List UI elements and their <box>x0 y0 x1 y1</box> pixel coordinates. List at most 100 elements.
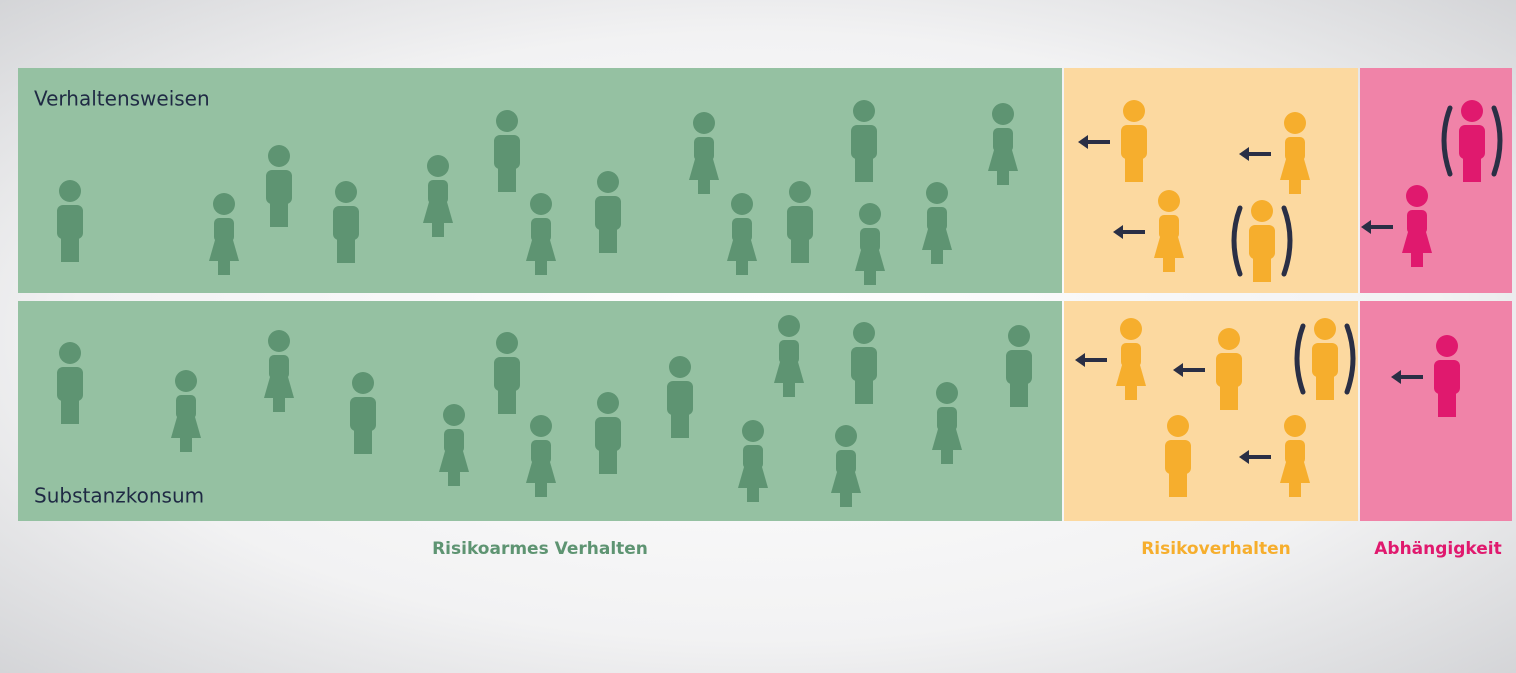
skirt <box>526 240 556 261</box>
legs <box>736 259 748 275</box>
woman-icon <box>831 425 861 507</box>
head <box>1284 415 1306 437</box>
skirt <box>932 429 962 450</box>
head <box>992 103 1014 125</box>
body <box>1159 215 1179 239</box>
head <box>496 332 518 354</box>
bracket <box>1344 323 1356 395</box>
man-icon <box>333 181 359 263</box>
woman-icon <box>1280 415 1310 497</box>
body <box>667 381 693 415</box>
arrow-head <box>1239 147 1249 161</box>
legs <box>1169 470 1187 497</box>
man-icon <box>57 342 83 424</box>
legs <box>432 221 444 237</box>
head <box>427 155 449 177</box>
man-icon <box>494 332 520 414</box>
skirt <box>1116 365 1146 386</box>
body <box>531 440 551 464</box>
arrow-head <box>1361 220 1371 234</box>
woman-icon <box>727 193 757 275</box>
legs <box>1289 481 1301 497</box>
woman-icon <box>1280 112 1310 194</box>
legs <box>931 248 943 264</box>
legs <box>498 165 516 192</box>
legs <box>1463 155 1481 182</box>
legs <box>791 236 809 263</box>
legs <box>747 486 759 502</box>
body <box>1285 137 1305 161</box>
body <box>927 207 947 231</box>
body <box>595 196 621 230</box>
legs <box>218 259 230 275</box>
head <box>1251 200 1273 222</box>
head <box>742 420 764 442</box>
head <box>1167 415 1189 437</box>
man-icon <box>787 181 813 263</box>
man-icon <box>1434 335 1460 417</box>
head <box>1406 185 1428 207</box>
head <box>530 193 552 215</box>
woman-icon <box>932 382 962 464</box>
head <box>268 145 290 167</box>
body <box>266 170 292 204</box>
legs <box>855 155 873 182</box>
skirt <box>1402 232 1432 253</box>
legs <box>941 448 953 464</box>
legs <box>1316 373 1334 400</box>
legs <box>354 427 372 454</box>
skirt <box>988 150 1018 171</box>
head <box>1158 190 1180 212</box>
bracket <box>1281 205 1293 277</box>
man-icon <box>1312 318 1338 400</box>
head <box>1218 328 1240 350</box>
column-label: Risikoverhalten <box>1141 539 1291 559</box>
arrow-head <box>1239 450 1249 464</box>
man-icon <box>667 356 693 438</box>
woman-icon <box>1402 185 1432 267</box>
skirt <box>264 377 294 398</box>
arrow-head <box>1078 135 1088 149</box>
body <box>1121 343 1141 367</box>
head <box>1314 318 1336 340</box>
body <box>57 205 83 239</box>
legs <box>1289 178 1301 194</box>
head <box>853 100 875 122</box>
body <box>779 340 799 364</box>
bracket <box>1441 105 1453 177</box>
legs <box>1438 390 1456 417</box>
body <box>595 417 621 451</box>
woman-icon <box>1116 318 1146 400</box>
body <box>836 450 856 474</box>
head <box>1436 335 1458 357</box>
woman-icon <box>171 370 201 452</box>
head <box>1120 318 1142 340</box>
body <box>1249 225 1275 259</box>
legs <box>270 200 288 227</box>
body <box>214 218 234 242</box>
body <box>1407 210 1427 234</box>
woman-icon <box>526 193 556 275</box>
orange-panel <box>1064 301 1358 521</box>
man-icon <box>1216 328 1242 410</box>
body <box>1216 353 1242 387</box>
legs <box>535 259 547 275</box>
man-icon <box>1121 100 1147 182</box>
woman-icon <box>423 155 453 237</box>
man-icon <box>350 372 376 454</box>
arrow-head <box>1391 370 1401 384</box>
head <box>859 203 881 225</box>
body <box>444 429 464 453</box>
legs <box>1125 155 1143 182</box>
body <box>860 228 880 252</box>
skirt <box>689 159 719 180</box>
body <box>787 206 813 240</box>
body <box>851 347 877 381</box>
legs <box>599 447 617 474</box>
woman-icon <box>988 103 1018 185</box>
man-icon <box>266 145 292 227</box>
head <box>1008 325 1030 347</box>
woman-icon <box>855 203 885 285</box>
man-icon <box>851 100 877 182</box>
